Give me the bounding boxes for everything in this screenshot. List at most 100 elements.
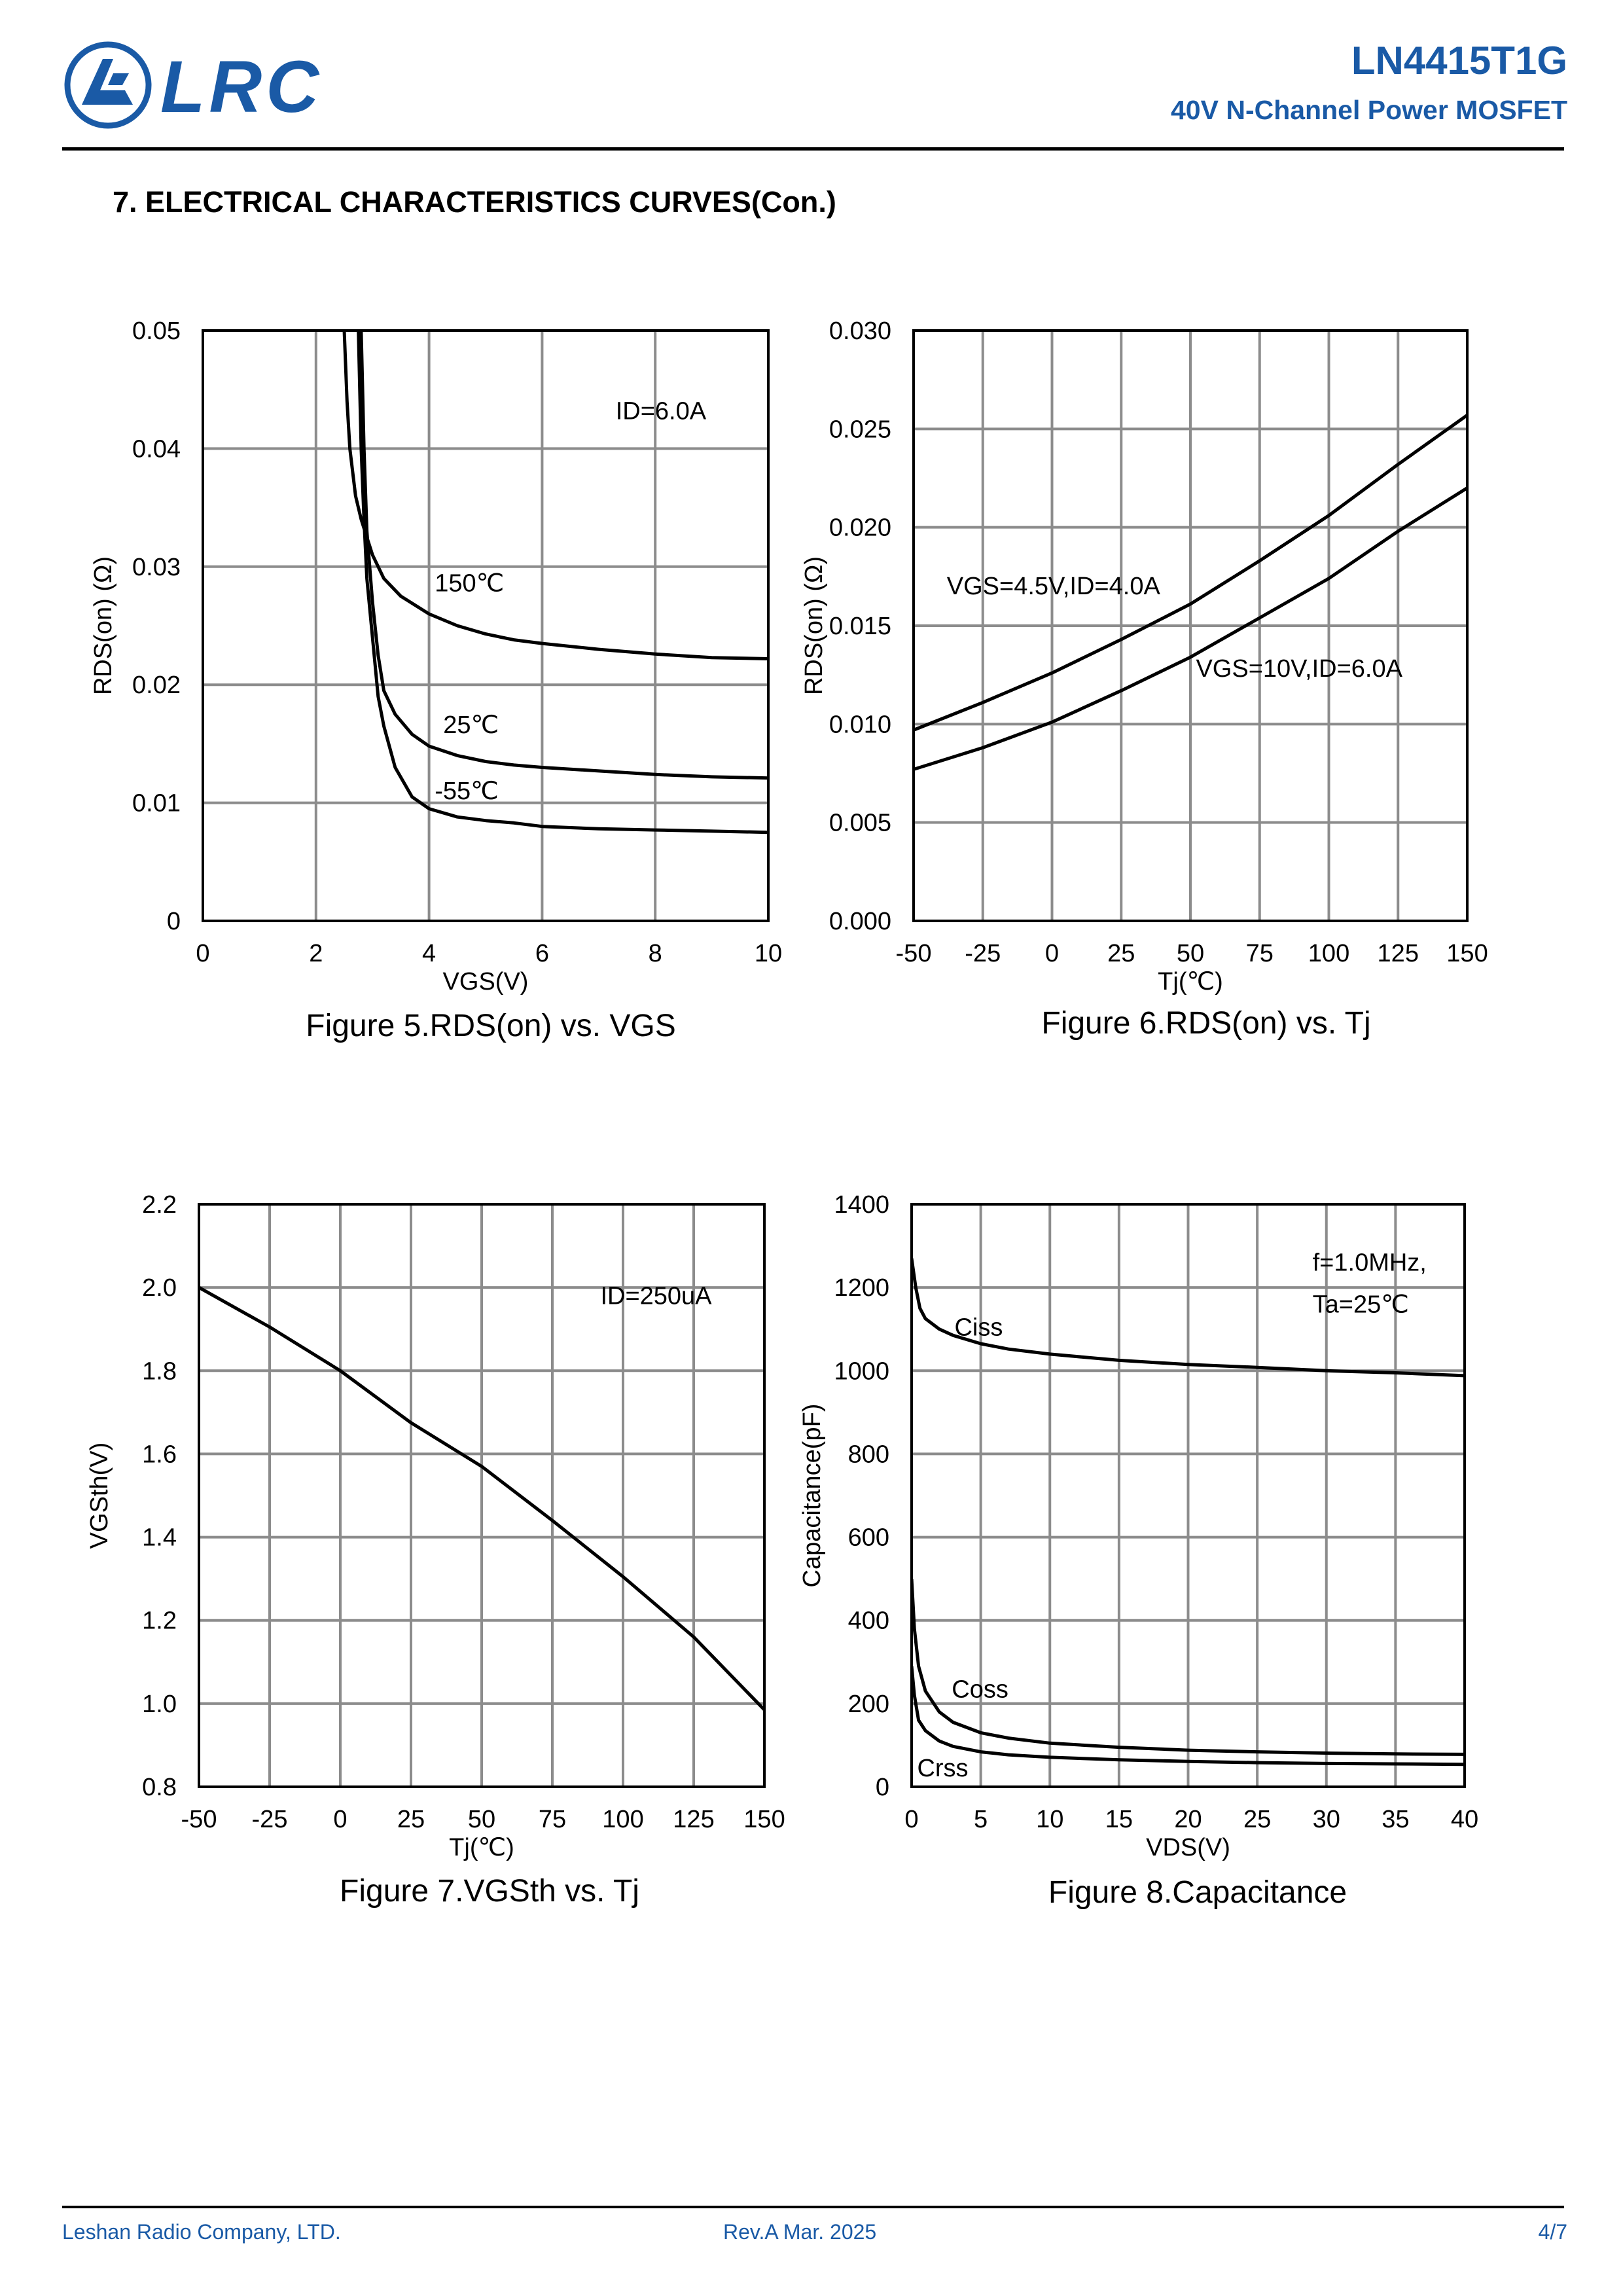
x-tick-label: -50 [896, 940, 932, 967]
lrc-logo-icon [64, 41, 152, 129]
x-tick-label: 10 [755, 940, 782, 967]
y-tick-label: 0.01 [132, 790, 181, 817]
x-tick-label: 75 [1246, 940, 1274, 967]
x-tick-label: 0 [904, 1806, 918, 1833]
series-label: Coss [952, 1676, 1008, 1703]
y-tick-label: 0.025 [829, 416, 891, 443]
chart-annotation: ID=6.0A [616, 397, 707, 425]
x-tick-label: 100 [1308, 940, 1349, 967]
series-line [914, 414, 1467, 732]
y-tick-label: 0.8 [142, 1774, 177, 1801]
y-tick-label: 0.04 [132, 435, 181, 463]
x-tick-label: 50 [468, 1806, 495, 1833]
y-tick-label: 200 [848, 1691, 889, 1718]
series-label: 150℃ [435, 570, 504, 598]
y-axis-label: VGSth(V) [86, 1443, 113, 1549]
series-line [914, 486, 1467, 771]
y-tick-label: 0.03 [132, 554, 181, 581]
x-tick-label: -50 [181, 1806, 217, 1833]
figure-caption: Figure 7.VGSth vs. Tj [340, 1874, 639, 1909]
y-tick-label: 1.0 [142, 1691, 177, 1718]
y-tick-label: 1200 [834, 1274, 889, 1302]
x-tick-label: 100 [602, 1806, 643, 1833]
x-axis-label: VDS(V) [1146, 1834, 1230, 1861]
x-tick-label: 125 [1378, 940, 1419, 967]
x-tick-label: 75 [539, 1806, 566, 1833]
y-tick-label: 0.020 [829, 514, 891, 542]
y-tick-label: 0 [167, 908, 181, 935]
plot-frame [198, 1203, 766, 1788]
x-tick-label: 40 [1451, 1806, 1478, 1833]
x-tick-label: 0 [196, 940, 209, 967]
x-tick-label: 2 [309, 940, 323, 967]
x-tick-label: 6 [535, 940, 549, 967]
part-description: 40V N-Channel Power MOSFET [1171, 95, 1567, 125]
footer-page-number: 4/7 [1538, 2220, 1567, 2244]
chart-annotation: Ta=25℃ [1313, 1291, 1409, 1318]
y-tick-label: 2.0 [142, 1274, 177, 1302]
y-tick-label: 1.8 [142, 1357, 177, 1385]
series-line [342, 331, 768, 660]
y-tick-label: 0.05 [132, 317, 181, 345]
x-tick-label: 0 [1045, 940, 1059, 967]
y-tick-label: 2.2 [142, 1191, 177, 1219]
x-tick-label: 35 [1382, 1806, 1409, 1833]
plot-frame [202, 329, 770, 922]
y-tick-label: 400 [848, 1607, 889, 1635]
x-tick-label: -25 [965, 940, 1001, 967]
y-tick-label: 1400 [834, 1191, 889, 1219]
figure-caption: Figure 6.RDS(on) vs. Tj [1041, 1006, 1371, 1041]
y-tick-label: 800 [848, 1441, 889, 1468]
x-tick-label: 8 [649, 940, 662, 967]
x-tick-label: 15 [1105, 1806, 1133, 1833]
chart-annotation: f=1.0MHz, [1313, 1249, 1427, 1277]
section-title: 7. ELECTRICAL CHARACTERISTICS CURVES(Con… [113, 185, 836, 219]
series-label: -55℃ [435, 778, 499, 805]
series-label: VGS=10V,ID=6.0A [1196, 655, 1402, 683]
figure-caption: Figure 5.RDS(on) vs. VGS [306, 1009, 676, 1043]
x-tick-label: 30 [1313, 1806, 1340, 1833]
y-tick-label: 0 [876, 1774, 889, 1801]
x-tick-label: 20 [1174, 1806, 1202, 1833]
x-tick-label: 25 [1243, 1806, 1271, 1833]
series-line [912, 1258, 1465, 1378]
series-line [359, 331, 768, 780]
series-line [912, 1666, 1465, 1767]
x-tick-label: 0 [333, 1806, 347, 1833]
x-tick-label: 10 [1036, 1806, 1063, 1833]
footer-company: Leshan Radio Company, LTD. [62, 2220, 341, 2244]
x-tick-label: 150 [1446, 940, 1488, 967]
chart-annotation: ID=250uA [600, 1283, 712, 1310]
x-tick-label: 150 [743, 1806, 785, 1833]
series-label: Ciss [954, 1314, 1003, 1341]
footer-revision: Rev.A Mar. 2025 [723, 2220, 877, 2244]
header-divider [62, 147, 1564, 151]
series-label: VGS=4.5V,ID=4.0A [947, 573, 1161, 600]
series-line [912, 1578, 1465, 1756]
x-tick-label: 4 [422, 940, 436, 967]
plot-frame [910, 1203, 1466, 1788]
y-tick-label: 1.6 [142, 1441, 177, 1468]
y-tick-label: 1000 [834, 1357, 889, 1385]
x-axis-label: Tj(℃) [1158, 968, 1223, 996]
y-tick-label: 0.015 [829, 613, 891, 640]
y-tick-label: 0.030 [829, 317, 891, 345]
series-line [357, 331, 768, 834]
y-axis-label: Capacitance(pF) [798, 1404, 826, 1588]
x-axis-label: Tj(℃) [449, 1834, 514, 1861]
x-axis-label: VGS(V) [443, 968, 529, 996]
series-label: 25℃ [443, 711, 499, 739]
company-logo: LRC [62, 39, 324, 131]
y-tick-label: 1.2 [142, 1607, 177, 1635]
logo-wordmark: LRC [160, 46, 323, 128]
y-axis-label: RDS(on) (Ω) [800, 556, 828, 695]
footer-divider [62, 2206, 1564, 2208]
y-tick-label: 1.4 [142, 1524, 177, 1552]
y-tick-label: 0.02 [132, 672, 181, 699]
plot-frame [912, 329, 1469, 922]
y-tick-label: 0.005 [829, 810, 891, 837]
